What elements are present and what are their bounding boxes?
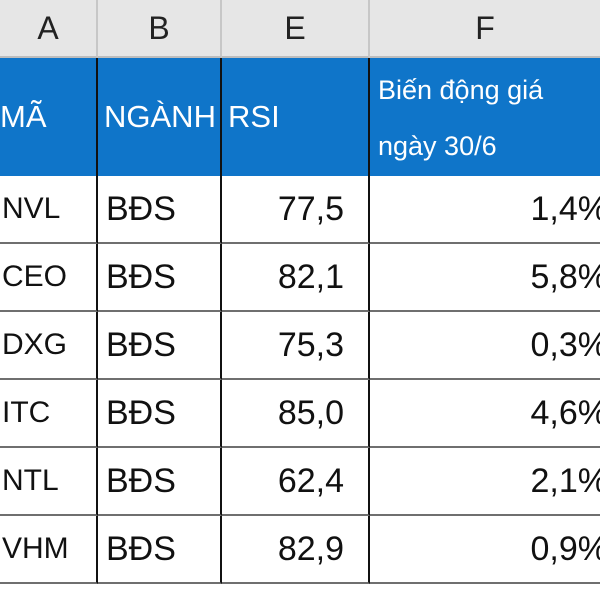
cell-ma-text: ITC [2, 396, 51, 429]
header-cell-nganh[interactable]: NGÀNH [98, 58, 222, 176]
column-header-a[interactable]: A [0, 0, 98, 58]
cell-ma[interactable]: NTL [0, 448, 98, 516]
cell-bien-dong-text: 4,6% [530, 393, 600, 432]
header-cell-bien-dong[interactable]: Biến động giá ngày 30/6 [370, 58, 600, 176]
cell-ma-text: VHM [2, 532, 69, 565]
cell-ma-text: DXG [2, 328, 68, 361]
header-rsi-label: RSI [228, 99, 280, 134]
cell-nganh-text: BĐS [106, 325, 176, 364]
cell-ma[interactable]: ITC [0, 380, 98, 448]
header-divider [368, 58, 370, 176]
cell-nganh-text: BĐS [106, 393, 176, 432]
cell-nganh[interactable]: BĐS [98, 176, 222, 244]
cell-rsi-text: 85,0 [277, 393, 344, 432]
cell-ma[interactable]: NVL [0, 176, 98, 244]
cell-bien-dong-text: 2,1% [530, 461, 600, 500]
cell-rsi-text: 82,9 [277, 529, 344, 568]
cell-rsi-text: 77,5 [277, 189, 344, 228]
cell-rsi-text: 82,1 [277, 257, 344, 296]
cell-bien-dong-text: 5,8% [530, 257, 600, 296]
cell-nganh[interactable]: BĐS [98, 516, 222, 584]
cell-rsi[interactable]: 62,4 [222, 448, 370, 516]
cell-nganh[interactable]: BĐS [98, 448, 222, 516]
cell-nganh[interactable]: BĐS [98, 244, 222, 312]
cell-rsi[interactable]: 82,9 [222, 516, 370, 584]
cell-nganh[interactable]: BĐS [98, 312, 222, 380]
cell-rsi[interactable]: 82,1 [222, 244, 370, 312]
column-header-b[interactable]: B [98, 0, 222, 58]
cell-bien-dong-text: 0,3% [530, 325, 600, 364]
header-divider [220, 58, 222, 176]
cell-rsi[interactable]: 77,5 [222, 176, 370, 244]
header-cell-ma[interactable]: MÃ [0, 58, 98, 176]
cell-rsi-text: 62,4 [277, 461, 344, 500]
cell-ma[interactable]: DXG [0, 312, 98, 380]
cell-rsi[interactable]: 85,0 [222, 380, 370, 448]
header-cell-rsi[interactable]: RSI [222, 58, 370, 176]
cell-nganh[interactable]: BĐS [98, 380, 222, 448]
cell-nganh-text: BĐS [106, 461, 176, 500]
column-header-f[interactable]: F [370, 0, 600, 58]
cell-ma-text: CEO [2, 260, 68, 293]
header-nganh-label: NGÀNH [104, 99, 216, 134]
cell-bien-dong[interactable]: 1,4% [370, 176, 600, 244]
cell-bien-dong[interactable]: 0,3% [370, 312, 600, 380]
cell-ma-text: NTL [2, 464, 59, 497]
cell-ma-text: NVL [2, 192, 61, 225]
cell-nganh-text: BĐS [106, 189, 176, 228]
cell-bien-dong-text: 1,4% [530, 189, 600, 228]
cell-nganh-text: BĐS [106, 529, 176, 568]
header-divider [96, 58, 98, 176]
cell-bien-dong[interactable]: 5,8% [370, 244, 600, 312]
cell-ma[interactable]: CEO [0, 244, 98, 312]
cell-ma[interactable]: VHM [0, 516, 98, 584]
cell-bien-dong-text: 0,9% [530, 529, 600, 568]
header-bien-dong-line2: ngày 30/6 [378, 131, 497, 161]
cell-bien-dong[interactable]: 0,9% [370, 516, 600, 584]
cell-bien-dong[interactable]: 2,1% [370, 448, 600, 516]
cell-nganh-text: BĐS [106, 257, 176, 296]
cell-rsi[interactable]: 75,3 [222, 312, 370, 380]
column-header-e[interactable]: E [222, 0, 370, 58]
cell-rsi-text: 75,3 [277, 325, 344, 364]
cell-bien-dong[interactable]: 4,6% [370, 380, 600, 448]
header-ma-label: MÃ [0, 99, 47, 134]
header-bien-dong-line1: Biến động giá [378, 75, 544, 105]
